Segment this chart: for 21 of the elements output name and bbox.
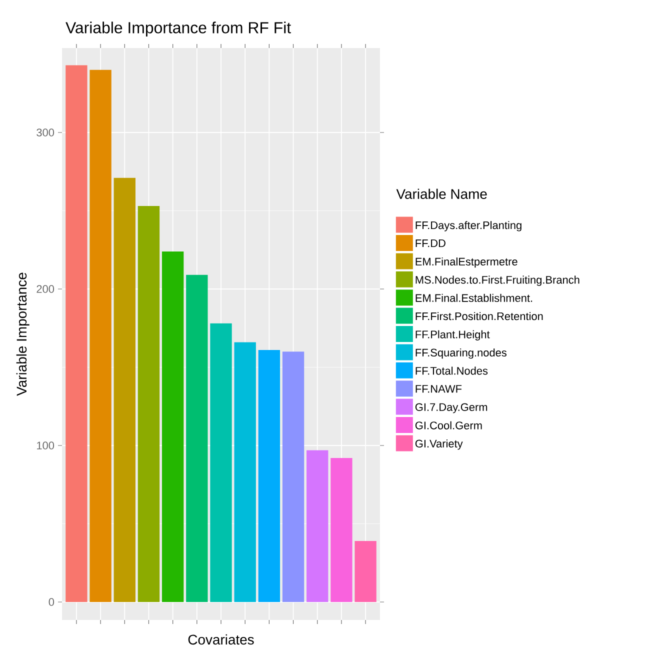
legend-label: FF.NAWF [416,385,462,393]
legend-label: FF.Days.after.Planting [416,221,522,232]
legend-label: FF.First.Position.Retention [416,312,543,320]
legend-label: GI.Variety [415,439,463,450]
legend-title: Variable Name [396,188,487,199]
y-axis-title: Variable Importance [16,272,30,396]
legend-label: FF.Squaring.nodes [416,348,506,359]
legend-label: FF.DD [416,239,446,248]
y-tick-label: 100 [37,442,54,450]
legend-label: GI.Cool.Germ [415,421,482,430]
y-tick-label: 300 [36,128,54,136]
legend-label: EM.Final.Establishment. [416,294,532,302]
legend-label: FF.Plant.Height [416,330,490,340]
chart-title: Variable Importance from RF Fit [66,22,291,36]
y-tick-label: 0 [48,598,54,606]
legend-label: FF.Total.Nodes [416,366,488,375]
legend-label: MS.Nodes.to.First.Fruiting.Branch [416,276,580,286]
y-tick-label: 200 [36,285,54,293]
legend-label: EM.FinalEstpermetre [416,257,518,268]
x-axis-title: Covariates [188,634,254,645]
legend-label: GI.7.Day.Germ [415,403,488,414]
